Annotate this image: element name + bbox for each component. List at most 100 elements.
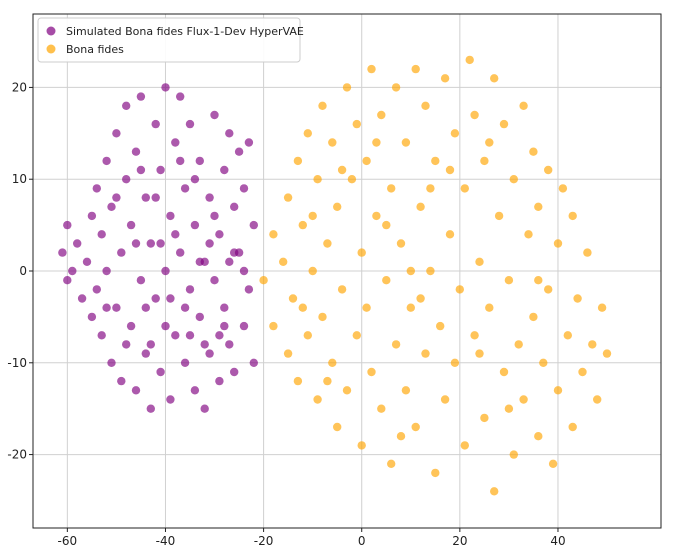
scatter-point <box>195 156 204 166</box>
scatter-point <box>544 165 553 175</box>
scatter-point <box>58 248 67 257</box>
scatter-point <box>597 303 607 312</box>
scatter-point <box>166 211 175 221</box>
scatter-point <box>97 331 106 340</box>
scatter-point <box>450 358 460 367</box>
scatter-point <box>470 331 479 340</box>
scatter-point <box>195 257 204 266</box>
scatter-point <box>126 321 136 331</box>
y-tick-label: 10 <box>12 172 27 186</box>
scatter-point <box>318 101 327 111</box>
scatter-point <box>141 303 150 312</box>
y-tick-label: -20 <box>7 448 27 462</box>
scatter-point <box>288 294 298 303</box>
scatter-point <box>544 285 553 294</box>
scatter-point <box>440 74 450 83</box>
y-tick-label: 0 <box>19 264 27 278</box>
scatter-point <box>534 202 543 211</box>
scatter-point <box>352 331 361 340</box>
scatter-point <box>230 248 239 257</box>
scatter-point <box>382 220 391 230</box>
scatter-point <box>426 266 435 276</box>
scatter-point <box>377 404 386 413</box>
scatter-point <box>490 74 499 83</box>
legend-label-simulated: Simulated Bona fides Flux-1-Dev HyperVAE <box>66 25 304 38</box>
scatter-point <box>185 119 195 129</box>
scatter-point <box>342 386 352 395</box>
scatter-point <box>573 294 582 303</box>
scatter-point <box>131 386 141 395</box>
scatter-point <box>593 395 602 404</box>
scatter-point <box>249 358 258 367</box>
scatter-point <box>568 211 577 221</box>
scatter-point <box>509 450 518 459</box>
scatter-point <box>161 321 170 331</box>
scatter-point <box>230 367 239 377</box>
scatter-point <box>82 257 92 266</box>
scatter-point <box>161 83 170 92</box>
series-simulated <box>58 83 258 413</box>
scatter-point <box>504 404 514 413</box>
scatter-point <box>440 395 450 404</box>
x-tick-label: 40 <box>550 534 565 546</box>
scatter-point <box>436 321 445 331</box>
scatter-point <box>279 257 288 266</box>
scatter-point <box>190 175 200 184</box>
scatter-point <box>112 129 121 138</box>
scatter-point <box>156 165 165 175</box>
scatter-point <box>68 266 77 276</box>
scatter-point <box>112 193 121 202</box>
scatter-point <box>239 184 249 193</box>
scatter-point <box>122 101 131 111</box>
scatter-point <box>337 165 347 175</box>
scatter-point <box>87 211 97 221</box>
scatter-point <box>156 367 165 377</box>
scatter-point <box>367 64 376 74</box>
scatter-point <box>166 294 175 303</box>
scatter-point <box>465 55 474 65</box>
scatter-point <box>372 211 381 221</box>
scatter-point <box>470 110 479 120</box>
scatter-point <box>205 349 214 358</box>
scatter-point <box>166 395 175 404</box>
scatter-point <box>313 395 322 404</box>
scatter-point <box>73 239 82 248</box>
scatter-point <box>225 129 234 138</box>
scatter-point <box>146 239 155 248</box>
scatter-point <box>588 340 597 349</box>
scatter-point <box>377 110 386 120</box>
x-tick-label: 0 <box>358 534 366 546</box>
scatter-point <box>200 340 209 349</box>
legend: Simulated Bona fides Flux-1-Dev HyperVAE… <box>37 17 304 63</box>
scatter-point <box>156 239 165 248</box>
scatter-point <box>318 312 327 322</box>
scatter-point <box>362 156 371 166</box>
scatter-point <box>480 156 489 166</box>
scatter-point <box>445 165 455 175</box>
legend-marker-simulated <box>46 26 56 36</box>
scatter-point <box>102 156 111 166</box>
scatter-point <box>391 83 401 92</box>
scatter-point <box>176 92 185 101</box>
scatter-point <box>141 193 150 202</box>
scatter-point <box>176 156 185 166</box>
scatter-point <box>372 138 381 147</box>
scatter-point <box>475 349 484 358</box>
scatter-point <box>234 147 244 156</box>
scatter-point <box>176 248 185 257</box>
scatter-point <box>333 202 342 211</box>
scatter-point <box>416 294 425 303</box>
scatter-point <box>357 441 366 450</box>
scatter-point <box>313 175 322 184</box>
scatter-point <box>215 230 224 239</box>
legend-marker-bona-fides <box>46 44 56 54</box>
scatter-point <box>494 211 504 221</box>
scatter-point <box>387 459 396 468</box>
y-tick-label: -10 <box>7 356 27 370</box>
scatter-point <box>504 276 514 285</box>
scatter-point <box>180 184 190 193</box>
scatter-point <box>151 294 160 303</box>
scatter-point <box>583 248 592 257</box>
scatter-point <box>382 276 391 285</box>
scatter-point <box>475 257 484 266</box>
